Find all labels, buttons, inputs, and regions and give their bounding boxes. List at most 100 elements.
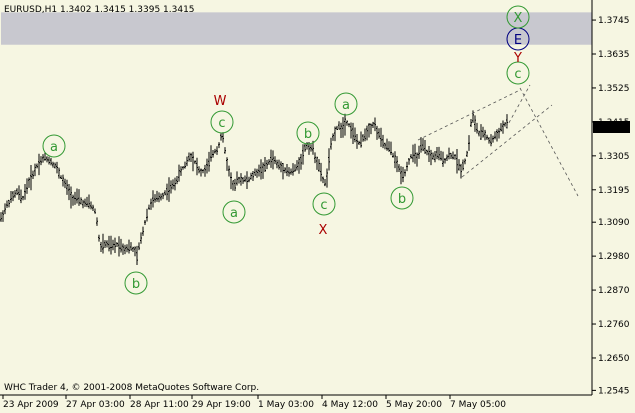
ohlc-bar xyxy=(8,199,10,208)
ohlc-bar xyxy=(298,157,300,174)
ohlc-bar xyxy=(362,134,364,142)
ohlc-bar xyxy=(20,189,22,204)
ohlc-bar xyxy=(126,244,128,253)
ohlc-bar xyxy=(342,117,344,138)
x-tick-label: 23 Apr 2009 xyxy=(3,400,59,410)
ohlc-bar xyxy=(424,139,426,154)
ohlc-bar xyxy=(494,131,496,140)
ohlc-bar xyxy=(234,178,236,192)
ohlc-bar xyxy=(14,190,16,198)
ohlc-bar xyxy=(142,226,144,236)
ohlc-bar xyxy=(152,190,154,208)
ohlc-bar xyxy=(220,133,222,141)
ohlc-bar xyxy=(340,122,342,139)
ohlc-bar xyxy=(102,233,104,254)
ohlc-bar xyxy=(0,212,2,222)
ohlc-bar xyxy=(368,123,370,138)
ohlc-bar xyxy=(338,121,340,130)
ohlc-bar xyxy=(174,177,176,191)
ohlc-bar xyxy=(144,220,146,226)
ohlc-bar xyxy=(394,151,396,169)
ohlc-bar xyxy=(186,156,188,167)
ohlc-bar xyxy=(440,150,442,161)
ohlc-bar xyxy=(82,199,84,209)
ohlc-bar xyxy=(452,151,454,160)
ohlc-bar xyxy=(442,151,444,167)
ohlc-bar xyxy=(480,124,482,140)
ohlc-bar xyxy=(472,110,474,123)
ohlc-bar xyxy=(388,141,390,152)
ohlc-bar xyxy=(230,172,232,190)
wave-label-x: X xyxy=(506,5,530,29)
ohlc-bar xyxy=(414,143,416,164)
ohlc-bar xyxy=(274,156,276,165)
ohlc-bar xyxy=(56,161,58,174)
ohlc-bar xyxy=(354,127,356,143)
ohlc-bar xyxy=(54,162,56,169)
ohlc-bar xyxy=(380,127,382,147)
ohlc-bar xyxy=(468,135,470,151)
y-tick-label: 1.3195 xyxy=(598,186,630,196)
ohlc-bar xyxy=(100,241,102,252)
ohlc-bar xyxy=(272,150,274,170)
ohlc-bar xyxy=(314,152,316,164)
ohlc-bar xyxy=(162,192,164,200)
wave-label-y: Y xyxy=(513,51,522,66)
ohlc-bar xyxy=(222,132,224,143)
x-tick-label: 1 May 03:00 xyxy=(258,400,314,410)
ohlc-bar xyxy=(320,162,322,182)
ohlc-bar xyxy=(366,125,368,141)
ohlc-bar xyxy=(46,156,48,163)
ohlc-bar xyxy=(384,142,386,150)
ohlc-bar xyxy=(84,198,86,207)
ohlc-bar xyxy=(194,160,196,165)
ohlc-bar xyxy=(148,204,150,210)
ohlc-bar xyxy=(290,168,292,175)
ohlc-bar xyxy=(462,159,464,171)
ohlc-bar xyxy=(182,166,184,170)
ohlc-bar xyxy=(282,162,284,180)
ohlc-bar xyxy=(334,126,336,142)
ohlc-bar xyxy=(26,178,28,194)
ohlc-bar xyxy=(408,158,410,165)
ohlc-bar xyxy=(34,163,36,177)
ohlc-bar xyxy=(64,178,66,189)
ohlc-bar xyxy=(216,146,218,155)
ohlc-bar xyxy=(136,245,138,265)
projection-up-line xyxy=(505,84,531,129)
ohlc-bar xyxy=(170,180,172,194)
ohlc-bar xyxy=(460,163,462,179)
wave-label-text: c xyxy=(320,198,327,213)
ohlc-bar xyxy=(204,164,206,177)
wave-label-text: W xyxy=(214,94,227,109)
ohlc-bar xyxy=(208,151,210,172)
copyright-text: WHC Trader 4, © 2001-2008 MetaQuotes Sof… xyxy=(4,383,259,393)
wave-label-text: c xyxy=(218,116,225,131)
ohlc-bar xyxy=(426,149,428,156)
ohlc-bar xyxy=(58,167,60,179)
ohlc-bar xyxy=(348,123,350,128)
ohlc-bar xyxy=(4,203,6,215)
ohlc-bar xyxy=(80,197,82,205)
ohlc-bar xyxy=(258,164,260,177)
channel-lower-line xyxy=(461,104,553,178)
ohlc-bar xyxy=(488,137,490,144)
ohlc-bar xyxy=(200,168,202,177)
ohlc-bar xyxy=(40,156,42,166)
wave-label-text: b xyxy=(132,277,140,292)
ohlc-bar xyxy=(322,176,324,184)
ohlc-bar xyxy=(176,176,178,185)
ohlc-bar xyxy=(190,152,192,163)
ohlc-bar xyxy=(122,243,124,255)
ohlc-bar xyxy=(238,176,240,184)
ohlc-bar xyxy=(358,140,360,146)
ohlc-bar xyxy=(236,171,238,186)
wave-label-a: a xyxy=(334,92,358,116)
ohlc-bar xyxy=(140,232,142,244)
ohlc-bar xyxy=(138,242,140,251)
ohlc-bar xyxy=(330,137,332,150)
ohlc-bar xyxy=(412,144,414,163)
ohlc-bar xyxy=(484,129,486,141)
